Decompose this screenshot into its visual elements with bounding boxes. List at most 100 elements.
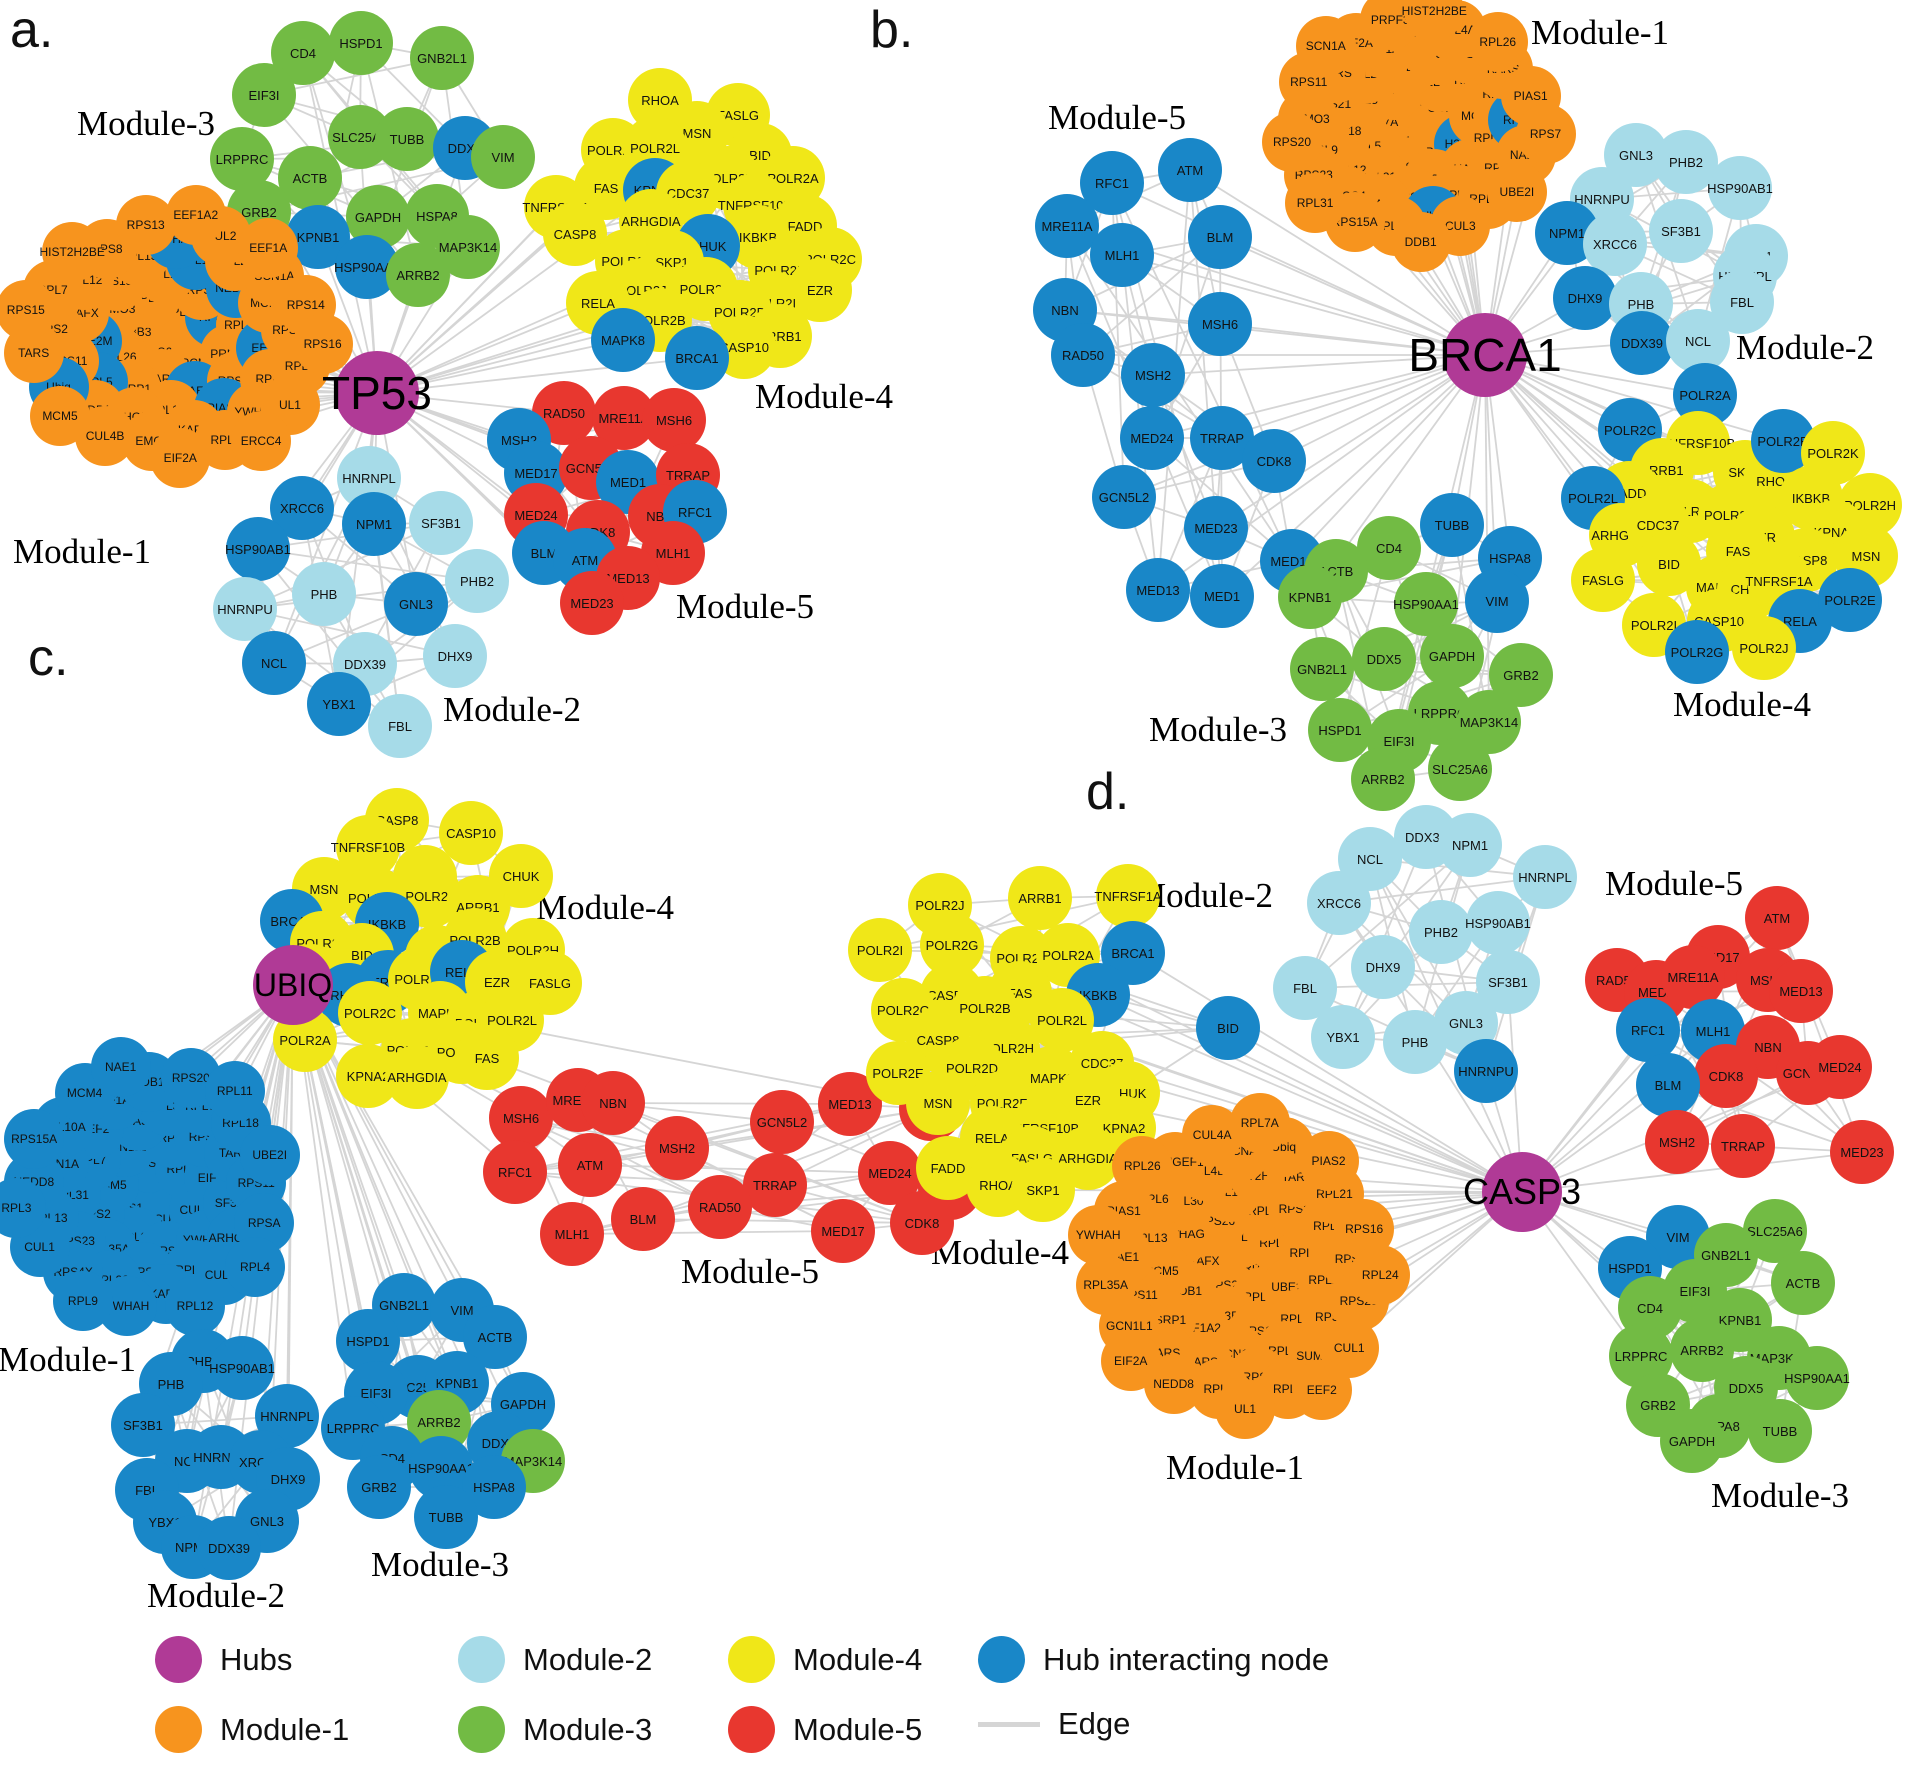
node-NPM1[interactable]: NPM1 <box>1438 813 1502 877</box>
node-HSP90AB1[interactable]: HSP90AB1 <box>1707 156 1773 220</box>
node-DDB1[interactable]: DDB1 <box>1390 212 1451 273</box>
node-MED13[interactable]: MED13 <box>1769 959 1833 1023</box>
node-TUBB[interactable]: TUBB <box>1420 493 1484 557</box>
node-BLM[interactable]: BLM <box>1636 1053 1700 1117</box>
node-RPL24[interactable]: RPL24 <box>1350 1245 1411 1306</box>
node-RPS16[interactable]: RPS16 <box>292 314 353 375</box>
node-YBX1[interactable]: YBX1 <box>307 672 371 736</box>
node-MLH1[interactable]: MLH1 <box>1090 223 1154 287</box>
node-HNRNPL[interactable]: HNRNPL <box>1513 845 1577 909</box>
node-GCN5L2[interactable]: GCN5L2 <box>1092 465 1156 529</box>
node-HNRNPU[interactable]: HNRNPU <box>213 577 277 641</box>
node-PHB2[interactable]: PHB2 <box>1409 900 1473 964</box>
node-MED23[interactable]: MED23 <box>1184 496 1248 560</box>
node-TRRAP[interactable]: TRRAP <box>743 1153 807 1217</box>
node-TNFRSF1A[interactable]: TNFRSF1A <box>1094 864 1162 928</box>
node-PIAS2[interactable]: PIAS2 <box>1298 1131 1359 1192</box>
node-ATM[interactable]: ATM <box>1745 886 1809 950</box>
node-POLR2I[interactable]: POLR2I <box>848 918 912 982</box>
node-GNB2L1[interactable]: GNB2L1 <box>1290 637 1354 701</box>
node-RPL4[interactable]: RPL4 <box>225 1236 286 1297</box>
node-PHB[interactable]: PHB <box>1383 1010 1447 1074</box>
node-RPL11[interactable]: RPL11 <box>204 1061 265 1122</box>
node-UBE2I[interactable]: UBE2I <box>1486 162 1547 223</box>
node-RPL26[interactable]: RPL26 <box>1467 11 1528 72</box>
node-DDX5[interactable]: DDX5 <box>1352 627 1416 691</box>
node-MSH6[interactable]: MSH6 <box>1188 292 1252 356</box>
node-RPS15A[interactable]: RPS15A <box>4 1108 65 1169</box>
hub-node-brca1[interactable]: BRCA1 <box>1408 313 1562 397</box>
node-POLR2E[interactable]: POLR2E <box>866 1041 930 1105</box>
node-MED13[interactable]: MED13 <box>596 546 660 610</box>
node-ARRB2[interactable]: ARRB2 <box>1670 1318 1734 1382</box>
node-CASP10[interactable]: CASP10 <box>439 801 503 865</box>
node-MSH2[interactable]: MSH2 <box>1121 343 1185 407</box>
node-HSP90AB1[interactable]: HSP90AB1 <box>1465 891 1531 955</box>
node-POLR2J[interactable]: POLR2J <box>1732 616 1796 680</box>
node-SF3B1[interactable]: SF3B1 <box>1649 199 1713 263</box>
node-RPS20[interactable]: RPS20 <box>1262 111 1322 172</box>
node-GNB2L1[interactable]: GNB2L1 <box>410 26 474 90</box>
node-MED23[interactable]: MED23 <box>560 571 624 635</box>
node-EIF2A[interactable]: EIF2A <box>150 427 211 488</box>
hub-node-ubiq[interactable]: UBIQ <box>253 945 333 1025</box>
node-MED24[interactable]: MED24 <box>1808 1035 1872 1099</box>
node-MSH6[interactable]: MSH6 <box>489 1086 553 1150</box>
node-CDK8[interactable]: CDK8 <box>890 1191 954 1255</box>
node-NBN[interactable]: NBN <box>581 1071 645 1135</box>
node-ARHGDIA[interactable]: ARHGDIA <box>385 1045 449 1109</box>
node-GAPDH[interactable]: GAPDH <box>1420 624 1484 688</box>
node-BID[interactable]: BID <box>1196 996 1260 1060</box>
hub-node-casp3[interactable]: CASP3 <box>1463 1152 1581 1232</box>
node-RPS7[interactable]: RPS7 <box>1515 103 1576 164</box>
node-DDX39[interactable]: DDX39 <box>197 1516 261 1580</box>
node-RPL12[interactable]: RPL12 <box>165 1275 225 1336</box>
node-FASLG[interactable]: FASLG <box>1571 548 1635 612</box>
node-EIF3I[interactable]: EIF3I <box>232 63 296 127</box>
node-CDK8[interactable]: CDK8 <box>1694 1044 1758 1108</box>
node-ARRB1[interactable]: ARRB1 <box>1008 866 1072 930</box>
node-MSN[interactable]: MSN <box>906 1071 970 1135</box>
node-TUBB[interactable]: TUBB <box>414 1485 478 1549</box>
node-POLR2C[interactable]: POLR2C <box>338 981 402 1045</box>
node-MAP3K14[interactable]: MAP3K14 <box>436 215 500 279</box>
node-NCL[interactable]: NCL <box>242 631 306 695</box>
node-BLM[interactable]: BLM <box>611 1187 675 1251</box>
node-ERCC4[interactable]: ERCC4 <box>231 411 292 472</box>
node-MSH6[interactable]: MSH6 <box>642 388 706 452</box>
node-MSH2[interactable]: MSH2 <box>1645 1110 1709 1174</box>
node-RPL9[interactable]: RPL9 <box>52 1271 113 1332</box>
node-EEF2[interactable]: EEF2 <box>1291 1359 1352 1420</box>
node-RAD50[interactable]: RAD50 <box>688 1175 752 1239</box>
node-EEF1A2[interactable]: EEF1A2 <box>165 185 226 246</box>
node-RFC1[interactable]: RFC1 <box>1616 998 1680 1062</box>
node-NCL[interactable]: NCL <box>1666 309 1730 373</box>
node-FBL[interactable]: FBL <box>368 694 432 758</box>
node-HSPD1[interactable]: HSPD1 <box>1308 698 1372 762</box>
node-EIF2A[interactable]: EIF2A <box>1100 1330 1161 1391</box>
node-PHB2[interactable]: PHB2 <box>445 549 509 613</box>
node-HNRNPU[interactable]: HNRNPU <box>1454 1039 1518 1103</box>
node-RAD50[interactable]: RAD50 <box>1051 323 1115 387</box>
node-RFC1[interactable]: RFC1 <box>483 1140 547 1204</box>
node-MAPK8[interactable]: MAPK8 <box>591 308 655 372</box>
node-HSPD1[interactable]: HSPD1 <box>336 1309 400 1373</box>
node-HSP90AA1[interactable]: HSP90AA1 <box>1784 1346 1850 1410</box>
node-MSH2[interactable]: MSH2 <box>645 1116 709 1180</box>
node-HSP90AB1[interactable]: HSP90AB1 <box>209 1336 275 1400</box>
node-RPL35A[interactable]: RPL35A <box>1075 1255 1136 1316</box>
node-UL1[interactable]: UL1 <box>1215 1379 1276 1440</box>
node-YBX1[interactable]: YBX1 <box>1311 1005 1375 1069</box>
node-TUBB[interactable]: TUBB <box>1748 1399 1812 1463</box>
node-DHX9[interactable]: DHX9 <box>1553 266 1617 330</box>
node-MED23[interactable]: MED23 <box>1830 1120 1894 1184</box>
node-RPL7A[interactable]: RPL7A <box>1229 1092 1290 1153</box>
node-GAPDH[interactable]: GAPDH <box>1660 1409 1724 1473</box>
node-MCM5[interactable]: MCM5 <box>29 386 90 447</box>
node-ATM[interactable]: ATM <box>1158 138 1222 202</box>
node-XRCC6[interactable]: XRCC6 <box>1583 212 1647 276</box>
node-HSPD1[interactable]: HSPD1 <box>329 11 393 75</box>
node-DDX39[interactable]: DDX39 <box>1610 311 1674 375</box>
hub-node-tp53[interactable]: TP53 <box>322 351 432 435</box>
node-FAS[interactable]: FAS <box>455 1026 519 1090</box>
